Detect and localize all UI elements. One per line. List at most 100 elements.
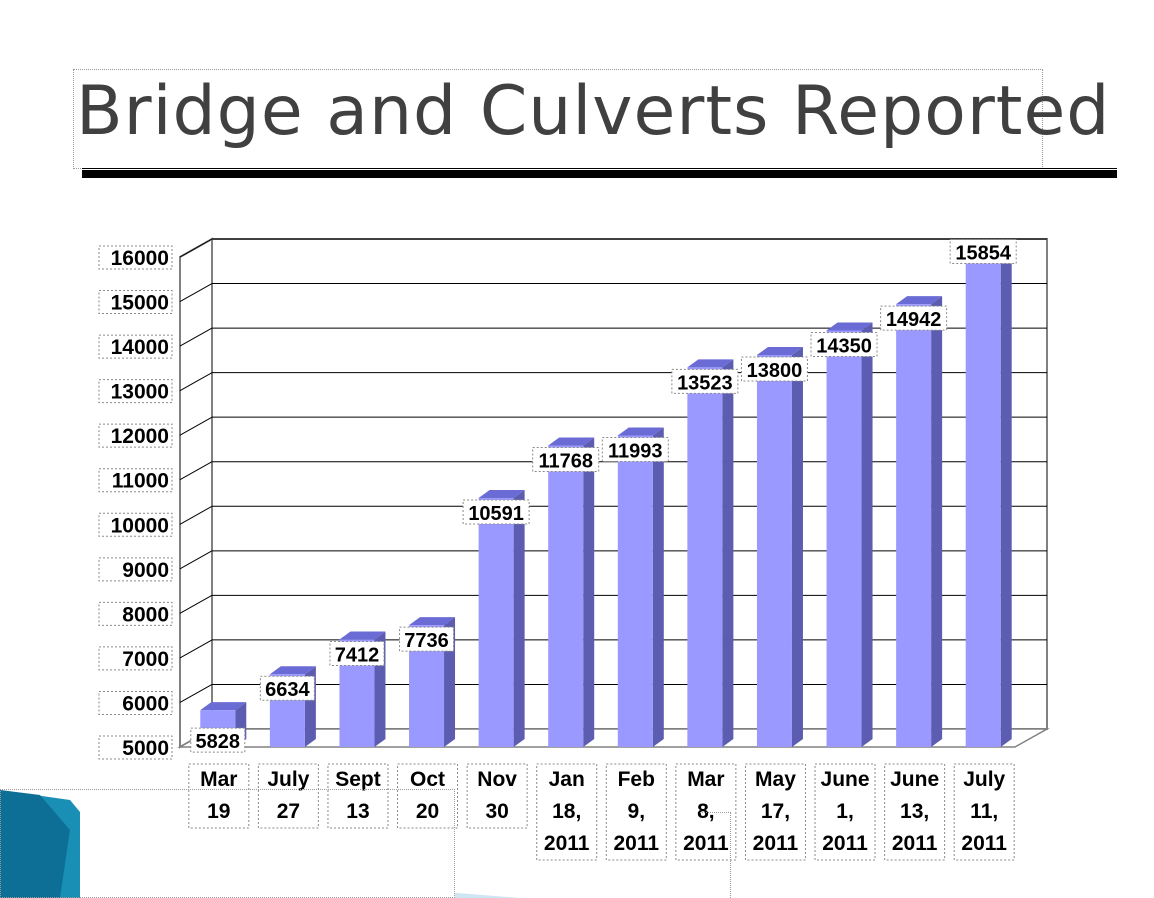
category-label: 13, xyxy=(900,800,929,823)
bar-top xyxy=(687,359,734,368)
category-label: 20 xyxy=(416,800,439,823)
bar-top xyxy=(826,322,873,331)
category-box xyxy=(327,763,389,829)
data-label-box xyxy=(880,305,948,331)
y-tick-label: 9000 xyxy=(122,559,169,582)
category-box xyxy=(536,763,598,861)
category-label: 27 xyxy=(277,800,300,823)
category-box xyxy=(397,763,459,829)
category-label: 2011 xyxy=(683,832,729,855)
data-label-box xyxy=(810,332,878,357)
data-label-box xyxy=(190,727,246,753)
data-label: 15854 xyxy=(955,243,1011,265)
y-tick-box xyxy=(98,379,173,404)
category-box xyxy=(188,763,250,829)
data-label-box xyxy=(949,239,1017,265)
y-tick-box xyxy=(98,690,173,715)
bar-top xyxy=(478,489,525,498)
category-label: 2011 xyxy=(892,832,938,855)
bar-side xyxy=(513,489,525,747)
data-label: 11768 xyxy=(538,451,593,473)
bar xyxy=(687,367,723,747)
category-label: Jan xyxy=(549,768,585,791)
y-tick-box xyxy=(98,646,173,671)
data-label: 10591 xyxy=(468,503,524,525)
y-tick-box xyxy=(98,334,173,359)
data-label-box xyxy=(259,675,315,701)
gridline-depth xyxy=(179,372,213,392)
bar-side xyxy=(652,427,664,747)
bar-side xyxy=(931,296,943,747)
y-tick-label: 10000 xyxy=(111,514,169,537)
category-label: 2011 xyxy=(961,832,1007,855)
category-label: 2011 xyxy=(614,832,660,855)
y-tick-label: 11000 xyxy=(112,470,169,493)
bar-top xyxy=(269,666,316,675)
bar-top xyxy=(339,631,386,640)
category-label: 13 xyxy=(346,800,369,823)
bar-side xyxy=(861,322,873,747)
category-label: 9, xyxy=(628,800,646,823)
category-label: 19 xyxy=(207,800,230,823)
category-box xyxy=(466,763,528,829)
bar-top xyxy=(409,617,456,626)
data-label: 11993 xyxy=(608,440,663,462)
bar xyxy=(617,435,653,747)
text-placeholder-box xyxy=(0,789,455,898)
category-label: 30 xyxy=(485,800,508,823)
gridline-depth xyxy=(179,283,213,302)
category-label: Feb xyxy=(618,768,655,791)
category-label: 2011 xyxy=(544,832,590,855)
gridline-depth xyxy=(179,639,213,659)
data-label-box xyxy=(462,499,530,525)
gridline-depth xyxy=(179,594,213,614)
bar-side xyxy=(583,437,595,747)
bar-side xyxy=(791,347,803,747)
category-label: Nov xyxy=(477,768,517,791)
gridline-depth xyxy=(179,461,213,481)
bar xyxy=(826,330,862,747)
data-label-box xyxy=(671,368,739,394)
y-tick-label: 7000 xyxy=(122,648,169,671)
category-box xyxy=(953,763,1015,861)
y-tick-label: 13000 xyxy=(111,381,169,404)
data-label-box xyxy=(329,641,385,667)
data-label: 13800 xyxy=(747,360,803,382)
category-label: Mar xyxy=(687,768,724,791)
category-label: June xyxy=(890,768,939,791)
y-tick-label: 5000 xyxy=(122,737,169,760)
bar-top xyxy=(756,347,803,355)
data-label: 6634 xyxy=(265,679,310,701)
category-label: 2011 xyxy=(822,832,868,855)
category-box xyxy=(605,763,667,861)
gridline-depth xyxy=(179,505,213,525)
dotted-guide-vertical xyxy=(730,812,731,898)
bar xyxy=(478,497,514,747)
data-label-box xyxy=(601,436,669,462)
category-label: May xyxy=(755,768,796,791)
y-tick-box xyxy=(98,557,173,582)
category-label: July xyxy=(267,768,309,791)
bar xyxy=(548,445,584,747)
gridline-depth xyxy=(179,416,213,436)
y-tick-box xyxy=(98,290,173,315)
gridline-depth xyxy=(179,684,213,703)
bar xyxy=(965,263,1001,747)
category-label: 1, xyxy=(836,800,854,823)
data-label: 14350 xyxy=(816,336,872,358)
gridline-depth xyxy=(179,327,213,347)
slide-title: Bridge and Culverts Reported xyxy=(76,72,1111,151)
y-tick-box xyxy=(98,245,173,270)
y-tick-label: 16000 xyxy=(111,247,169,270)
bar-side xyxy=(722,359,734,747)
chart-left-wall xyxy=(179,237,213,749)
y-tick-label: 15000 xyxy=(111,292,169,315)
category-box xyxy=(884,763,946,861)
category-label: 8, xyxy=(697,800,715,823)
y-tick-label: 14000 xyxy=(111,336,169,359)
bar xyxy=(756,355,792,747)
data-label: 13523 xyxy=(677,372,733,394)
category-label: Sept xyxy=(335,768,381,791)
category-box xyxy=(257,763,319,829)
